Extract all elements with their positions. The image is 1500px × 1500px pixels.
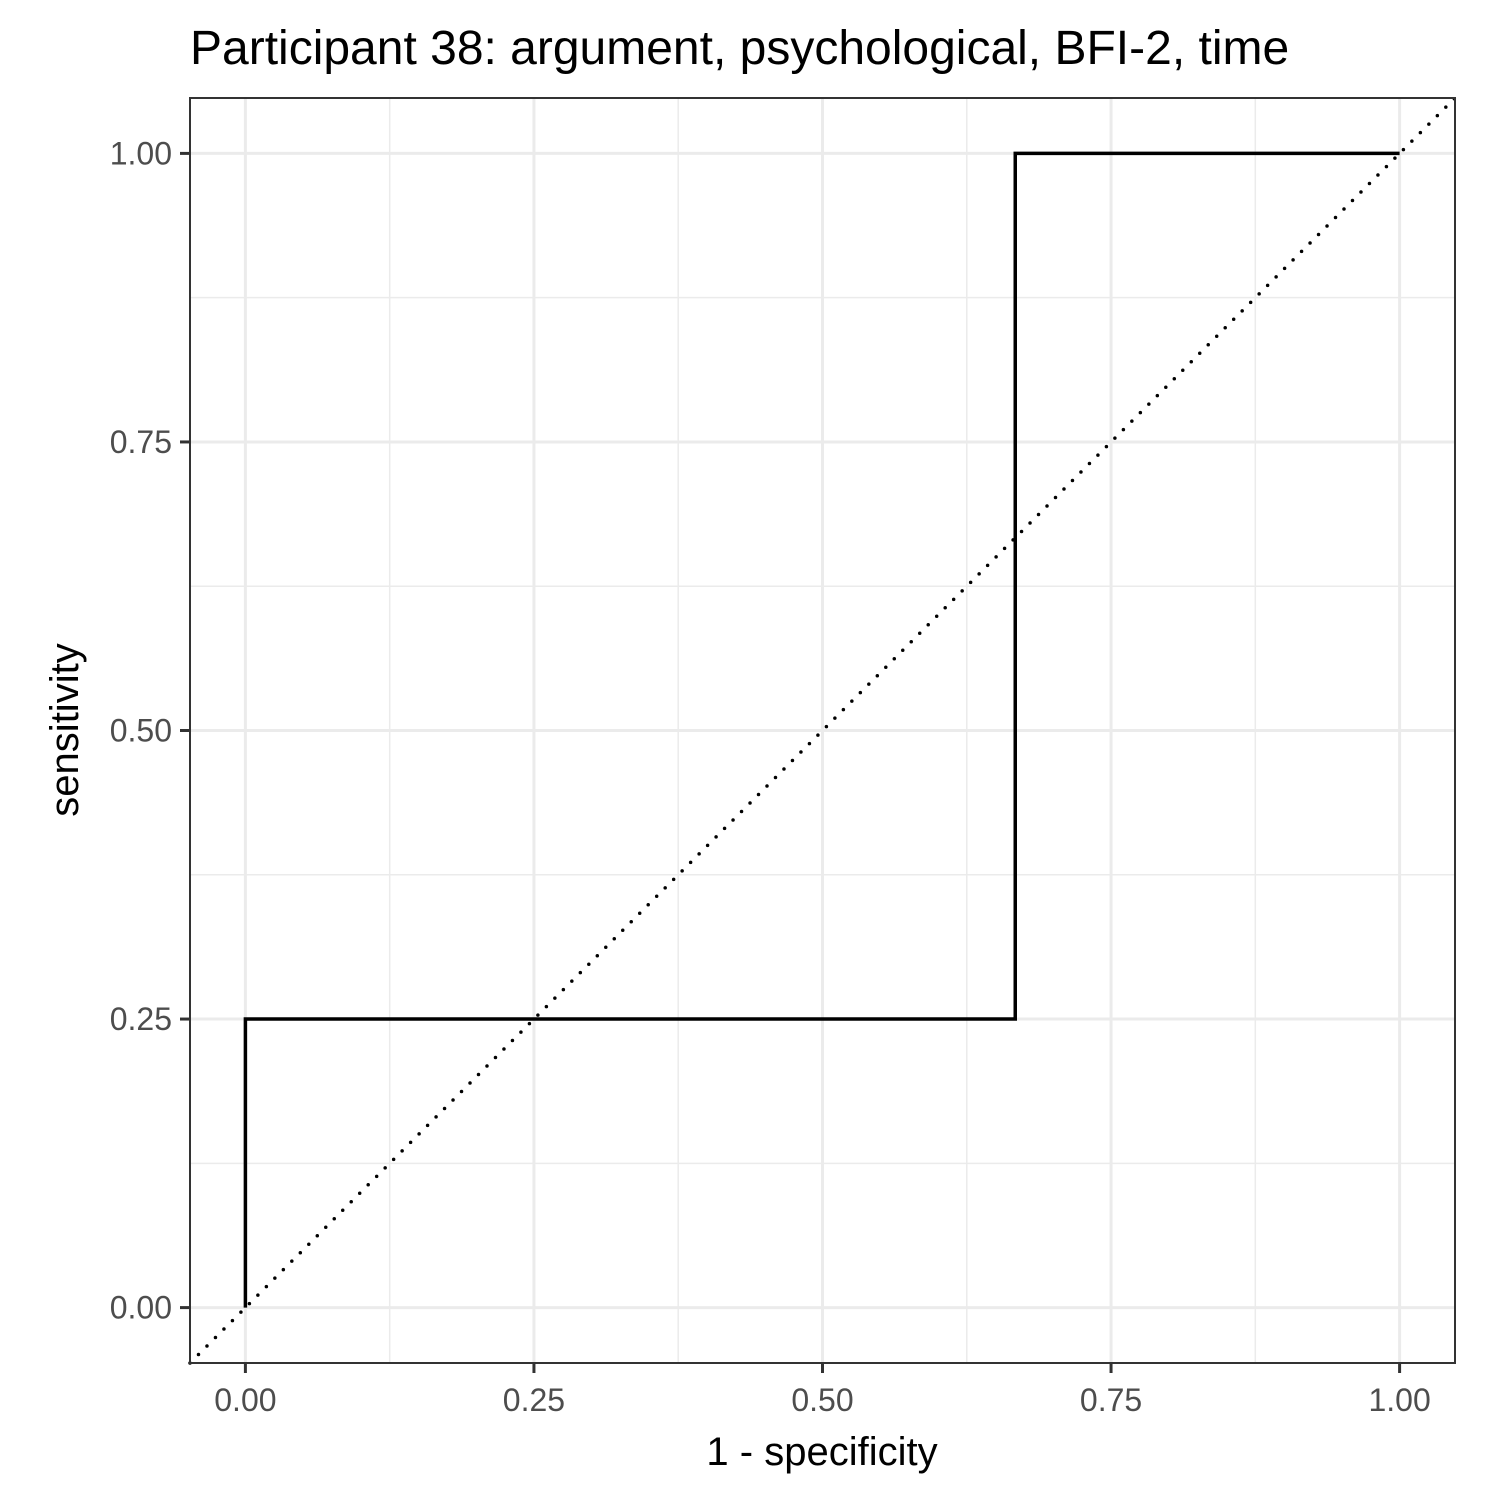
x-tick-label: 1.00 <box>1368 1382 1430 1418</box>
x-axis: 0.00 0.25 0.50 0.75 1.00 <box>214 1363 1431 1418</box>
roc-series <box>243 151 1400 1308</box>
y-axis-title: sensitivity <box>43 643 87 816</box>
roc-curve <box>243 151 1400 1308</box>
y-tick-label: 0.00 <box>110 1290 172 1326</box>
x-axis-title: 1 - specificity <box>706 1430 937 1474</box>
y-tick-label: 0.25 <box>110 1001 172 1037</box>
x-tick-label: 0.75 <box>1080 1382 1142 1418</box>
y-tick-label: 1.00 <box>110 135 172 171</box>
x-tick-label: 0.00 <box>214 1382 276 1418</box>
y-axis: 0.00 0.25 0.50 0.75 1.00 <box>110 135 190 1326</box>
x-tick-label: 0.50 <box>791 1382 853 1418</box>
y-tick-label: 0.75 <box>110 424 172 460</box>
x-tick-label: 0.25 <box>503 1382 565 1418</box>
grid <box>190 98 1455 1363</box>
y-tick-label: 0.50 <box>110 713 172 749</box>
chart-title: Participant 38: argument, psychological,… <box>190 22 1289 75</box>
